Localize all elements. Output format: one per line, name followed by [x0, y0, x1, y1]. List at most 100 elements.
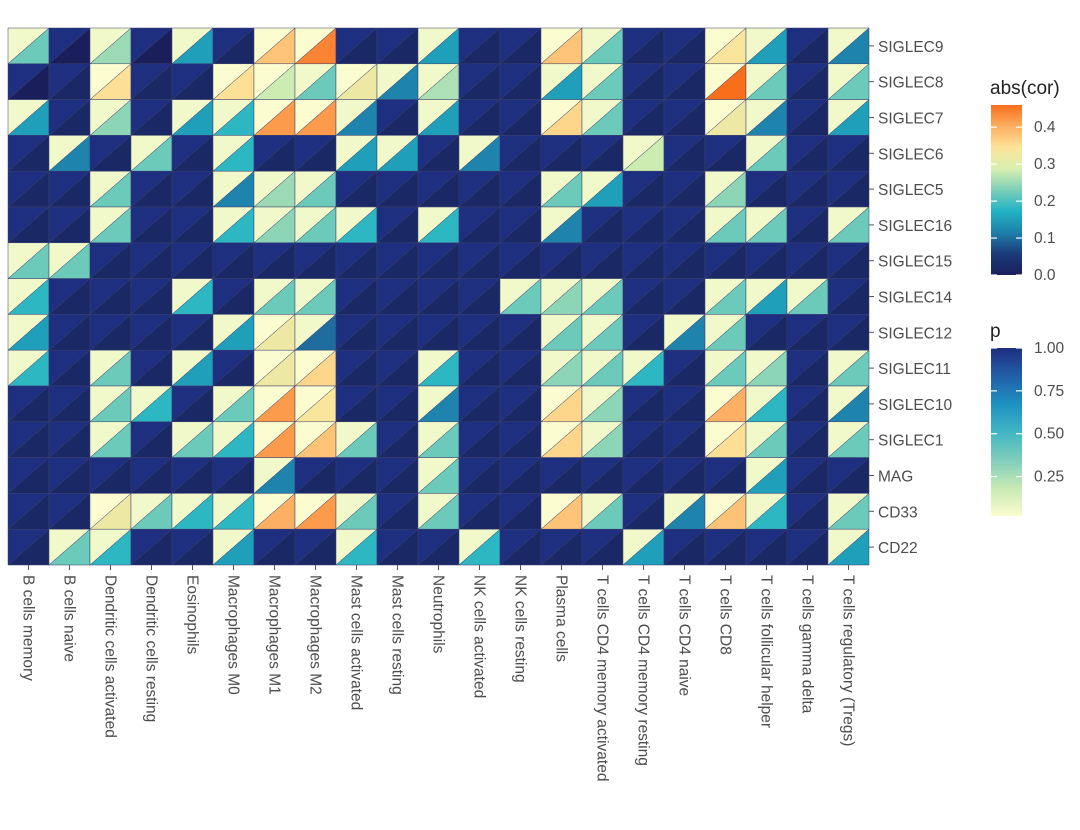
- heatmap-cells: [7, 27, 870, 566]
- heatmap-cell: [827, 349, 870, 387]
- heatmap-cell: [622, 492, 665, 530]
- heatmap-cell: [417, 242, 460, 280]
- heatmap-cell: [417, 206, 460, 244]
- heatmap-cell: [499, 170, 542, 208]
- heatmap-cell: [499, 457, 542, 494]
- heatmap-cell: [7, 206, 50, 244]
- heatmap-cell: [745, 206, 788, 244]
- heatmap-cell: [130, 421, 173, 459]
- heatmap-cell: [89, 313, 132, 351]
- heatmap-cell: [335, 313, 378, 351]
- heatmap-cell: [704, 313, 747, 351]
- heatmap-cell: [253, 27, 296, 65]
- heatmap-cell: [458, 528, 501, 566]
- heatmap-cell: [171, 528, 214, 566]
- y-tick-label: SIGLEC14: [878, 290, 952, 307]
- heatmap-cell: [89, 421, 132, 459]
- x-tick-label: Dendritic cells resting: [143, 575, 160, 722]
- heatmap-cell: [253, 349, 296, 387]
- heatmap-cell: [540, 206, 583, 244]
- heatmap-cell: [786, 492, 829, 530]
- heatmap-cell: [7, 99, 50, 136]
- heatmap-cell: [294, 63, 337, 101]
- heatmap-cell: [745, 313, 788, 351]
- heatmap-cell: [48, 27, 91, 65]
- heatmap-cell: [827, 99, 870, 136]
- heatmap-cell: [171, 492, 214, 530]
- heatmap-cell: [171, 278, 214, 315]
- heatmap-cell: [417, 170, 460, 208]
- heatmap-cell: [458, 421, 501, 459]
- heatmap-cell: [581, 99, 624, 136]
- legend-tick-label: 0.50: [1034, 426, 1065, 443]
- heatmap-cell: [212, 457, 255, 494]
- heatmap-cell: [540, 27, 583, 65]
- heatmap-cell: [499, 206, 542, 244]
- heatmap-cell: [704, 27, 747, 65]
- heatmap-cell: [622, 349, 665, 387]
- heatmap-cell: [376, 492, 419, 530]
- heatmap-cell: [89, 206, 132, 244]
- heatmap-cell: [253, 99, 296, 136]
- heatmap-cell: [827, 27, 870, 65]
- x-tick-label: B cells naive: [61, 575, 78, 662]
- heatmap-cell: [581, 492, 624, 530]
- heatmap-cell: [48, 528, 91, 566]
- heatmap-cell: [663, 134, 706, 172]
- heatmap-cell: [335, 27, 378, 65]
- heatmap-cell: [827, 313, 870, 351]
- heatmap-cell: [294, 242, 337, 280]
- heatmap-cell: [417, 385, 460, 423]
- heatmap-cell: [622, 206, 665, 244]
- heatmap-cell: [663, 492, 706, 530]
- heatmap-cell: [499, 242, 542, 280]
- heatmap-cell: [827, 421, 870, 459]
- heatmap-cell: [622, 170, 665, 208]
- heatmap-cell: [130, 206, 173, 244]
- heatmap-cell: [540, 349, 583, 387]
- heatmap-cell: [540, 421, 583, 459]
- heatmap-cell: [171, 313, 214, 351]
- legend-tick-label: 0.2: [1034, 193, 1056, 210]
- heatmap-cell: [786, 99, 829, 136]
- legend-abs-cor: abs(cor) 0.4 0.3 0.2 0.1 0.0: [990, 78, 1060, 284]
- heatmap-cell: [335, 206, 378, 244]
- heatmap-cell: [622, 313, 665, 351]
- heatmap-cell: [786, 63, 829, 101]
- heatmap-cell: [499, 63, 542, 101]
- heatmap-cell: [622, 457, 665, 494]
- heatmap-cell: [171, 242, 214, 280]
- heatmap-cell: [212, 242, 255, 280]
- heatmap-cell: [89, 63, 132, 101]
- heatmap-cell: [499, 492, 542, 530]
- heatmap-cell: [786, 170, 829, 208]
- y-tick-label: SIGLEC10: [878, 397, 952, 414]
- heatmap-cell: [376, 385, 419, 423]
- heatmap-cell: [417, 528, 460, 566]
- heatmap-cell: [581, 242, 624, 280]
- heatmap-cell: [294, 457, 337, 494]
- heatmap-cell: [89, 349, 132, 387]
- x-tick-label: NK cells activated: [471, 575, 488, 698]
- heatmap-cell: [704, 349, 747, 387]
- heatmap-cell: [786, 349, 829, 387]
- heatmap-cell: [335, 170, 378, 208]
- heatmap-cell: [827, 242, 870, 280]
- x-tick-label: Macrophages M1: [266, 575, 283, 695]
- x-tick-label: B cells memory: [20, 575, 37, 681]
- heatmap-cell: [376, 27, 419, 65]
- heatmap-cell: [171, 134, 214, 172]
- heatmap-cell: [130, 134, 173, 172]
- heatmap-cell: [827, 278, 870, 315]
- heatmap-cell: [376, 134, 419, 172]
- heatmap-cell: [458, 242, 501, 280]
- heatmap-cell: [48, 206, 91, 244]
- heatmap-cell: [540, 242, 583, 280]
- heatmap-cell: [335, 63, 378, 101]
- heatmap-cell: [786, 242, 829, 280]
- heatmap-cell: [704, 278, 747, 315]
- heatmap-cell: [704, 63, 747, 101]
- heatmap-cell: [745, 170, 788, 208]
- heatmap-cell: [89, 99, 132, 136]
